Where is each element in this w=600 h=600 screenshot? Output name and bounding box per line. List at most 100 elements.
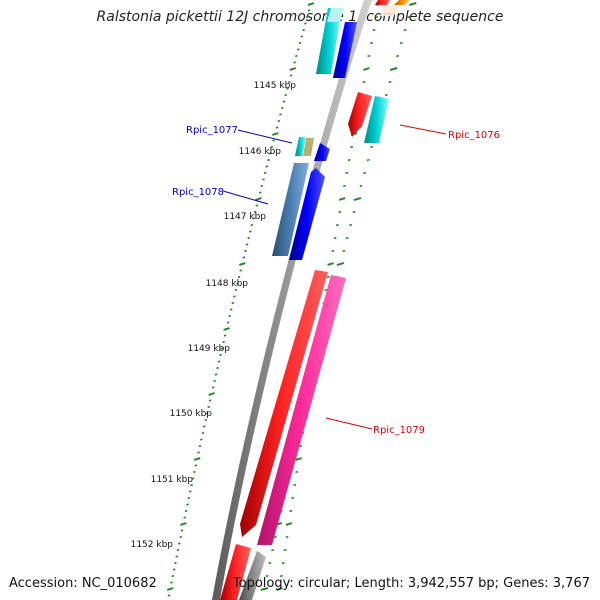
gene-top-cyan-pale[interactable] bbox=[327, 8, 344, 22]
scale-tick-major bbox=[289, 67, 297, 71]
scale-tick-major bbox=[295, 457, 302, 461]
scale-tick-minor bbox=[250, 223, 254, 227]
scale-tick-minor bbox=[184, 509, 188, 513]
scale-tick-major bbox=[276, 587, 283, 591]
gene-small-cyan[interactable] bbox=[295, 137, 306, 156]
scale-tick-minor bbox=[208, 399, 212, 402]
leader-rpic-1076 bbox=[399, 124, 447, 135]
outer-scale-ticks-left bbox=[166, 2, 315, 597]
scale-tick-minor bbox=[268, 152, 272, 155]
scale-tick-minor bbox=[167, 594, 171, 597]
scale-tick-minor bbox=[231, 301, 235, 305]
scale-tick-minor bbox=[326, 275, 330, 279]
scale-tick-minor bbox=[295, 470, 299, 474]
scale-tick-minor bbox=[283, 548, 287, 552]
scale-tick-minor bbox=[277, 119, 281, 123]
scale-tick-minor bbox=[286, 87, 289, 90]
gene-rpic-1076[interactable] bbox=[364, 96, 389, 143]
scale-tick-major bbox=[193, 457, 201, 461]
scale-tick-minor bbox=[187, 496, 191, 500]
scale-tick-major bbox=[353, 196, 362, 202]
kbp-label: 1149 kbp bbox=[188, 344, 231, 354]
scale-tick-minor bbox=[272, 139, 275, 142]
scale-tick-minor bbox=[183, 516, 187, 519]
scale-tick-minor bbox=[268, 561, 272, 565]
scale-tick-minor bbox=[350, 145, 354, 149]
leader-rpic-1079 bbox=[325, 417, 373, 430]
scale-tick-major bbox=[307, 2, 315, 6]
scale-tick-minor bbox=[211, 386, 215, 389]
scale-tick-minor bbox=[175, 555, 179, 558]
gene-rpic-1077[interactable] bbox=[303, 138, 314, 156]
scale-tick-minor bbox=[236, 282, 239, 285]
scale-tick-minor bbox=[295, 54, 298, 58]
scale-tick-minor bbox=[407, 15, 411, 19]
scale-tick-minor bbox=[299, 444, 303, 448]
scale-tick-minor bbox=[216, 366, 219, 370]
scale-tick-minor bbox=[270, 145, 274, 149]
scale-tick-minor bbox=[188, 490, 192, 493]
scale-tick-minor bbox=[335, 223, 339, 227]
gene-rpic-1079[interactable] bbox=[257, 275, 346, 545]
scale-tick-minor bbox=[388, 80, 392, 84]
scale-tick-minor bbox=[345, 236, 349, 240]
scale-tick-minor bbox=[244, 249, 247, 253]
kbp-label: 1147 kbp bbox=[224, 212, 267, 222]
scale-tick-minor bbox=[300, 35, 304, 38]
gene-top-pale[interactable] bbox=[380, 5, 398, 16]
scale-tick-minor bbox=[275, 126, 279, 129]
gene-red-large[interactable] bbox=[240, 270, 328, 537]
scale-tick-minor bbox=[399, 41, 403, 45]
scale-tick-major bbox=[338, 197, 346, 201]
scale-tick-minor bbox=[172, 568, 176, 571]
gene-label-rpic-1077[interactable]: Rpic_1077 bbox=[186, 125, 238, 136]
gene-small-blue[interactable] bbox=[314, 143, 330, 161]
scale-tick-minor bbox=[233, 295, 236, 298]
scale-tick-minor bbox=[279, 113, 282, 116]
scale-tick-minor bbox=[302, 28, 305, 32]
scale-tick-minor bbox=[201, 431, 205, 435]
scale-tick-minor bbox=[291, 496, 295, 500]
gene-top-cyan[interactable] bbox=[316, 8, 342, 74]
gene-bottom-gray[interactable] bbox=[239, 551, 266, 600]
scale-tick-minor bbox=[366, 158, 370, 162]
scale-tick-minor bbox=[170, 581, 173, 584]
kbp-label: 1152 kbp bbox=[131, 540, 174, 550]
gene-top-red[interactable] bbox=[375, 0, 390, 5]
gene-blue-large[interactable] bbox=[289, 168, 325, 260]
scale-tick-major bbox=[409, 2, 417, 6]
scale-tick-minor bbox=[331, 249, 335, 253]
scale-tick-minor bbox=[174, 561, 177, 565]
scale-tick-minor bbox=[362, 80, 366, 84]
scale-tick-minor bbox=[205, 412, 209, 415]
scale-tick-minor bbox=[234, 288, 238, 292]
scale-tick-minor bbox=[363, 171, 367, 175]
scale-tick-minor bbox=[176, 548, 180, 552]
gene-label-rpic-1079[interactable]: Rpic_1079 bbox=[373, 425, 425, 436]
scale-tick-minor bbox=[307, 9, 311, 12]
scale-tick-minor bbox=[252, 217, 255, 220]
scale-tick-minor bbox=[280, 106, 284, 110]
gene-label-rpic-1078[interactable]: Rpic_1078 bbox=[172, 187, 224, 198]
gene-top-blue[interactable] bbox=[333, 22, 357, 78]
gene-rpic-1076-red[interactable] bbox=[348, 92, 372, 137]
scale-tick-minor bbox=[260, 184, 264, 188]
scale-tick-minor bbox=[293, 61, 296, 64]
scale-tick-minor bbox=[179, 535, 183, 539]
scale-tick-minor bbox=[289, 74, 293, 77]
scale-tick-minor bbox=[282, 100, 286, 103]
scale-tick-minor bbox=[258, 191, 262, 194]
gene-bottom-red[interactable] bbox=[220, 544, 251, 600]
scale-tick-minor bbox=[171, 574, 175, 578]
scale-tick-minor bbox=[284, 93, 288, 97]
gene-label-rpic-1076[interactable]: Rpic_1076 bbox=[448, 130, 500, 141]
kbp-label: 1150 kbp bbox=[170, 409, 213, 419]
scale-tick-minor bbox=[186, 503, 189, 506]
leader-rpic-1077 bbox=[237, 129, 293, 144]
gene-rpic-1078[interactable] bbox=[272, 163, 309, 256]
gene-top-orange[interactable] bbox=[394, 0, 410, 5]
scale-tick-minor bbox=[198, 444, 202, 448]
scale-tick-minor bbox=[223, 334, 227, 337]
scale-tick-minor bbox=[253, 210, 257, 214]
scale-tick-major bbox=[239, 262, 246, 266]
